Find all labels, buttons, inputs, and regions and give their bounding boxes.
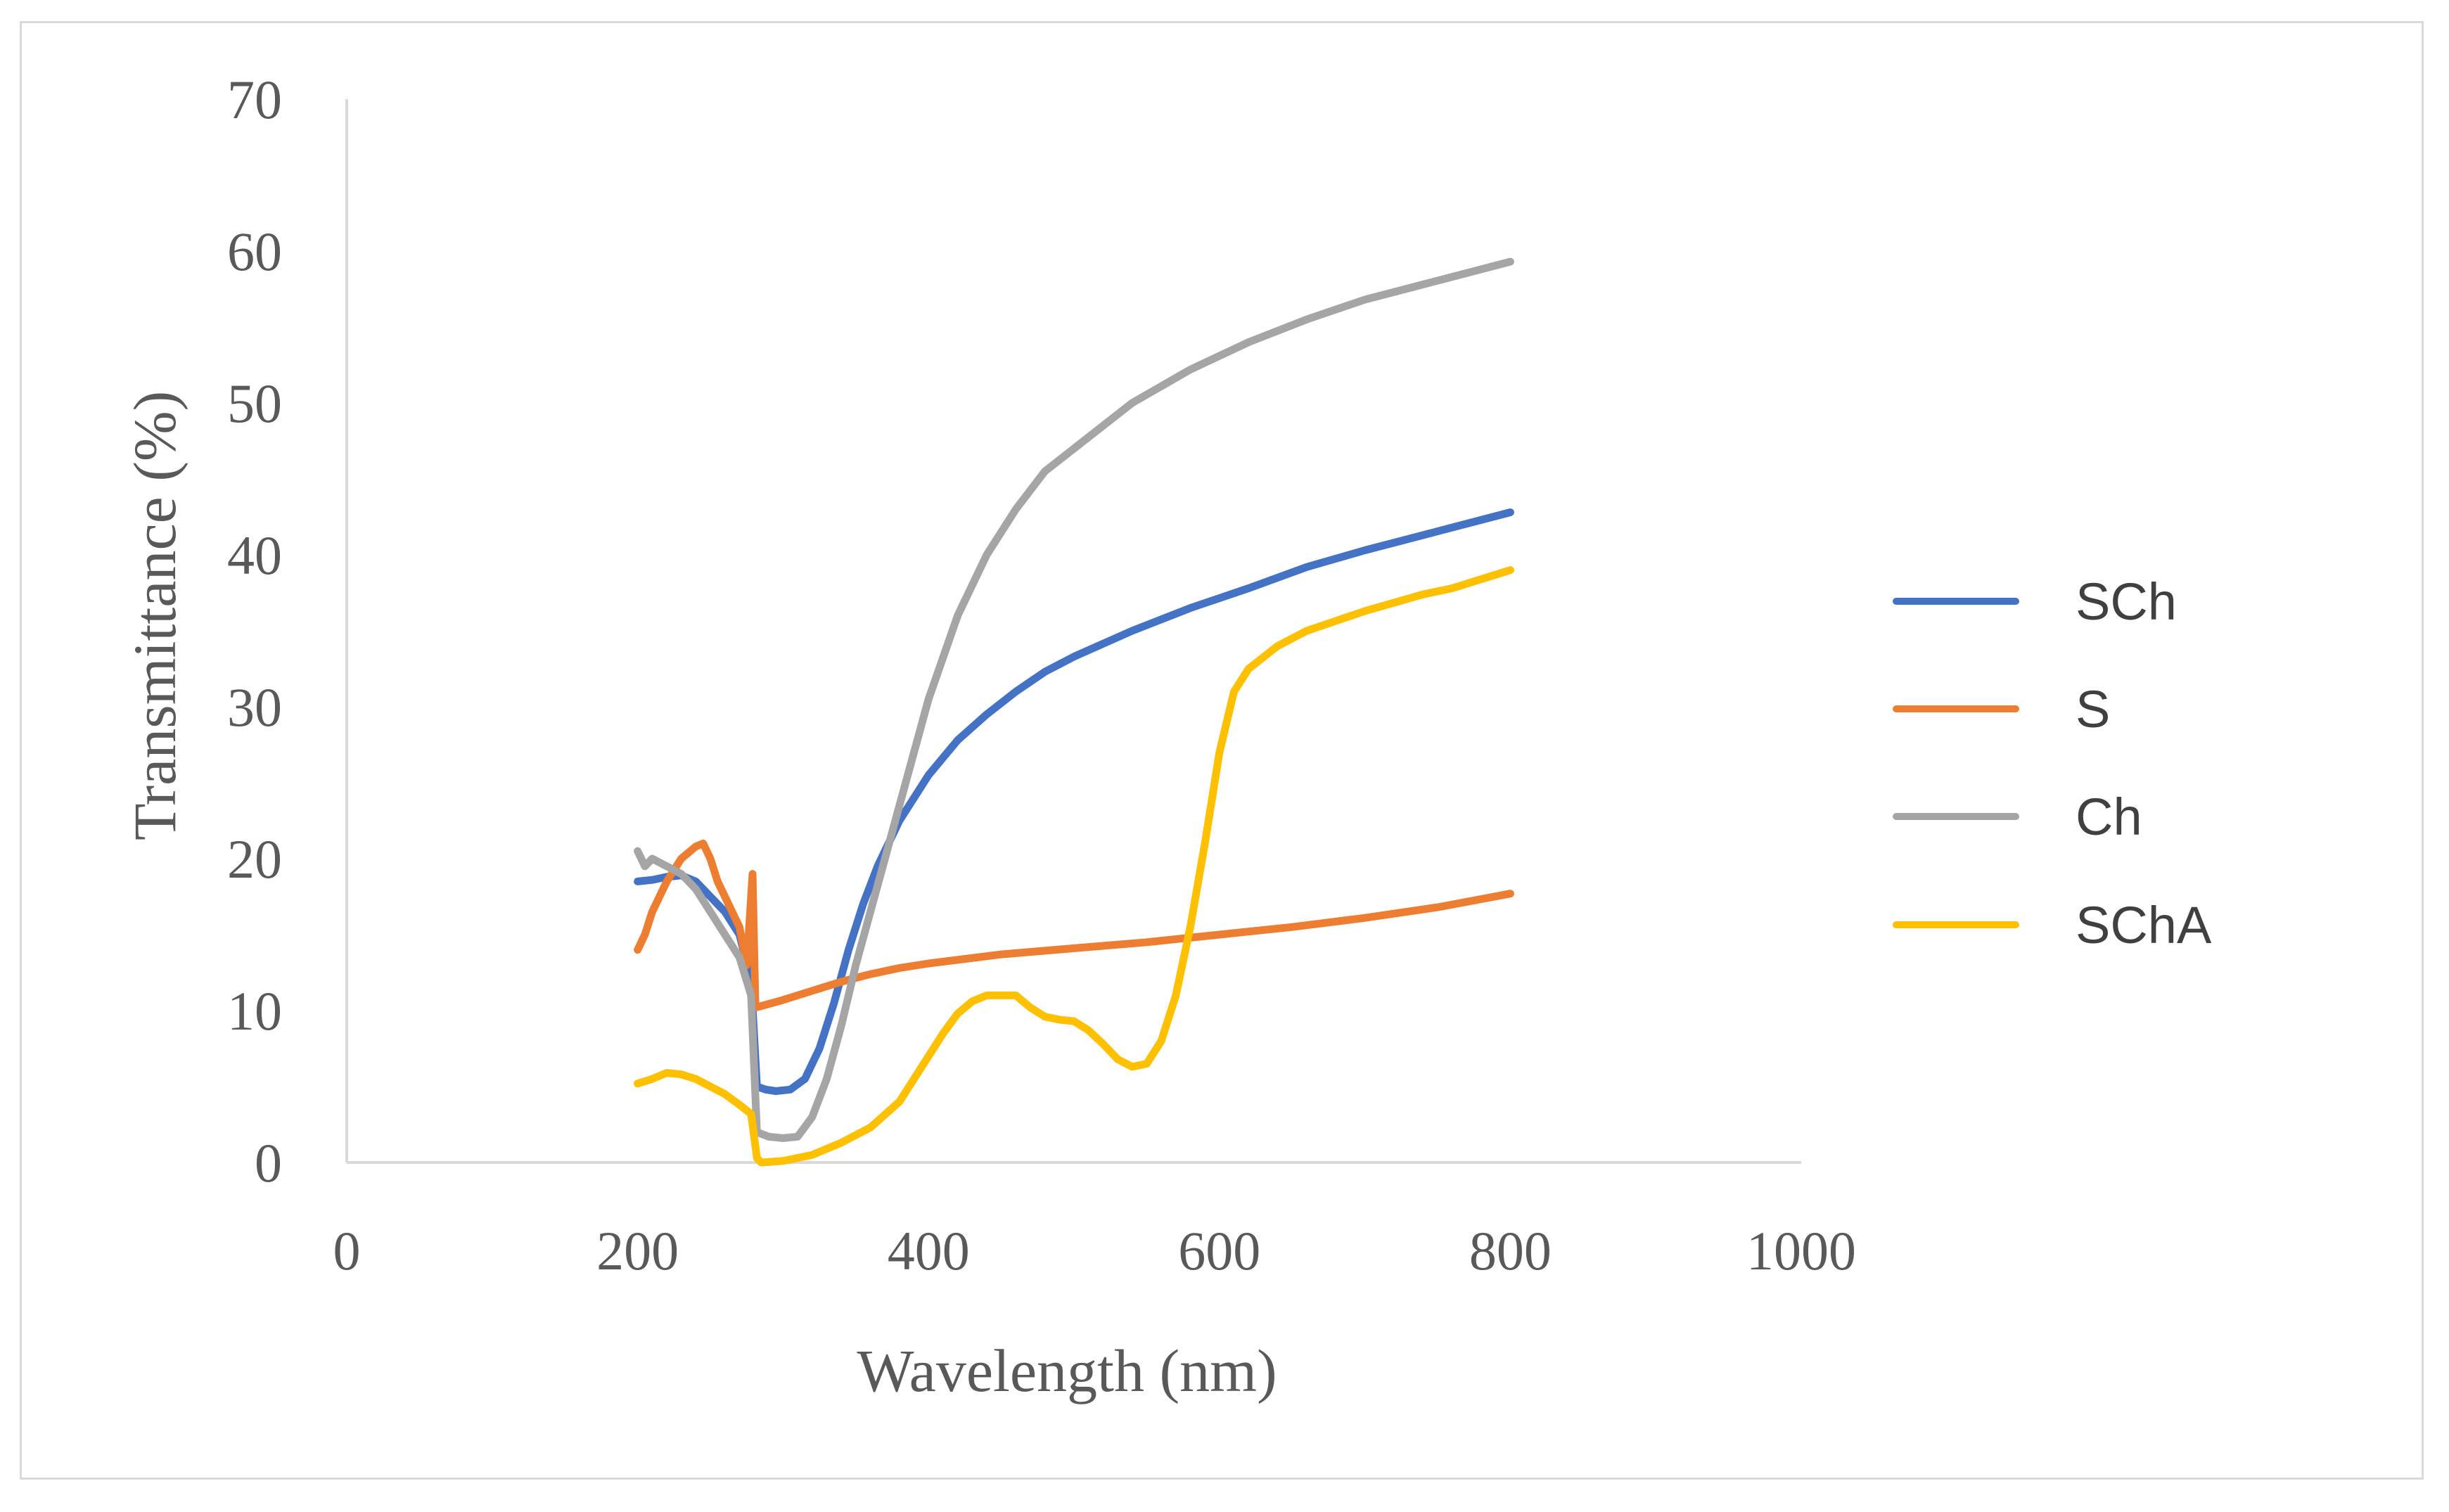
y-tick-label: 70 <box>227 69 282 130</box>
y-tick-label: 30 <box>227 677 282 738</box>
y-tick-label: 10 <box>227 980 282 1042</box>
x-tick-label: 600 <box>1178 1220 1260 1281</box>
legend-item-scha: SChA <box>1893 896 2212 954</box>
y-tick-label: 0 <box>255 1132 282 1193</box>
series-line-ch <box>634 257 1514 1142</box>
y-tick-label: 20 <box>227 828 282 890</box>
axes <box>345 99 1801 1164</box>
chart-svg: 0 10 20 30 40 50 60 70 0 200 400 600 800 1000 Wavele… <box>121 69 2212 1404</box>
series-line-sch <box>634 508 1514 1095</box>
x-tick-label: 0 <box>333 1220 361 1281</box>
chart-frame: 0 10 20 30 40 50 60 70 0 200 400 600 800 1000 Wavele… <box>20 21 2424 1480</box>
legend-item-ch: Ch <box>1893 788 2142 846</box>
y-tick-label: 50 <box>227 373 282 434</box>
x-tick-label: 800 <box>1469 1220 1552 1281</box>
series-lines <box>634 257 1514 1167</box>
legend-label-scha: SChA <box>2076 896 2212 954</box>
x-axis-title: Wavelength (nm) <box>857 1337 1277 1404</box>
x-tick-label: 200 <box>596 1220 679 1281</box>
x-tick-labels: 0 200 400 600 800 1000 <box>333 1220 1857 1281</box>
legend: SCh S Ch SChA <box>1893 572 2212 954</box>
legend-item-sch: SCh <box>1893 572 2177 631</box>
x-tick-label: 400 <box>888 1220 970 1281</box>
y-axis-title: Transmittance (%) <box>121 391 188 840</box>
y-tick-label: 40 <box>227 525 282 586</box>
y-tick-labels: 0 10 20 30 40 50 60 70 <box>227 69 282 1193</box>
legend-label-s: S <box>2076 680 2110 738</box>
x-tick-label: 1000 <box>1746 1220 1856 1281</box>
y-tick-label: 60 <box>227 221 282 282</box>
legend-item-s: S <box>1893 680 2110 738</box>
series-line-scha <box>634 566 1514 1167</box>
legend-label-sch: SCh <box>2076 572 2177 631</box>
series-line-s <box>634 839 1514 1012</box>
legend-label-ch: Ch <box>2076 788 2142 846</box>
